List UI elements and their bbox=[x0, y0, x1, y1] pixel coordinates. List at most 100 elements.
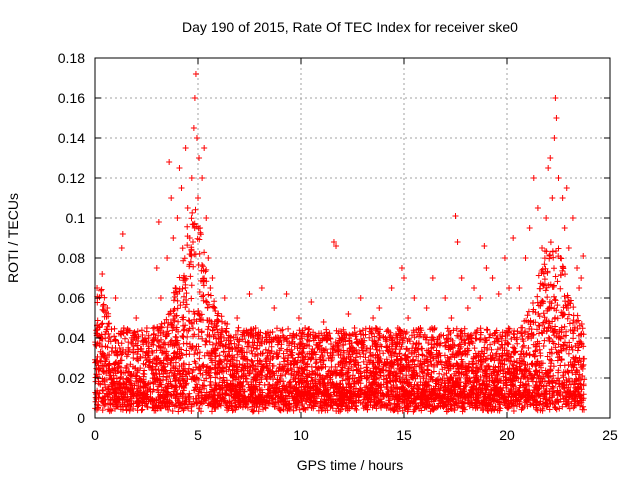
data-point bbox=[143, 395, 150, 401]
axis-ticks: 0 0.02 0.04 0.06 0.08 0.1 0.12 0.14 0.16 0.18 0 5 10… bbox=[58, 50, 618, 443]
data-point bbox=[137, 355, 144, 361]
data-point bbox=[190, 125, 197, 131]
y-tick-label: 0 bbox=[77, 410, 85, 426]
data-point bbox=[489, 275, 496, 281]
data-point bbox=[112, 295, 119, 301]
data-point bbox=[201, 145, 208, 151]
data-point bbox=[118, 245, 125, 251]
data-point bbox=[302, 325, 309, 331]
data-point bbox=[176, 165, 183, 171]
data-point bbox=[330, 239, 337, 245]
data-point bbox=[221, 295, 228, 301]
data-point bbox=[563, 185, 570, 191]
data-point bbox=[417, 325, 424, 331]
data-point bbox=[580, 253, 587, 259]
data-point bbox=[483, 265, 490, 271]
data-point bbox=[277, 335, 284, 341]
data-point bbox=[164, 255, 171, 261]
data-point bbox=[429, 275, 436, 281]
data-point bbox=[534, 205, 541, 211]
data-point bbox=[172, 285, 179, 291]
data-point bbox=[182, 145, 189, 151]
x-axis-label: GPS time / hours bbox=[297, 457, 404, 473]
data-point bbox=[401, 275, 407, 281]
y-tick-label: 0.08 bbox=[58, 250, 85, 266]
data-point bbox=[271, 305, 278, 311]
data-point bbox=[551, 135, 558, 141]
data-point bbox=[314, 345, 321, 351]
data-point bbox=[193, 135, 200, 141]
data-point bbox=[227, 345, 234, 351]
data-point bbox=[93, 391, 100, 397]
data-point bbox=[471, 285, 478, 291]
data-cloud bbox=[92, 206, 588, 415]
data-point bbox=[209, 275, 216, 281]
x-tick-label: 20 bbox=[499, 427, 515, 443]
data-point bbox=[246, 291, 253, 297]
data-point bbox=[203, 215, 210, 221]
data-point bbox=[119, 231, 126, 237]
data-point bbox=[530, 175, 537, 181]
y-tick-label: 0.18 bbox=[58, 50, 85, 66]
data-point bbox=[116, 345, 123, 351]
data-point bbox=[442, 295, 449, 301]
data-point bbox=[510, 235, 517, 241]
data-point bbox=[382, 335, 389, 341]
data-point bbox=[477, 295, 484, 301]
data-point bbox=[191, 95, 198, 101]
data-point bbox=[155, 219, 162, 225]
data-point bbox=[398, 265, 405, 271]
data-point bbox=[545, 165, 552, 171]
data-point bbox=[543, 215, 550, 221]
data-point bbox=[495, 291, 502, 297]
data-point bbox=[195, 195, 201, 201]
data-point bbox=[320, 319, 327, 325]
data-point bbox=[157, 295, 164, 301]
data-point bbox=[326, 335, 333, 341]
x-tick-label: 10 bbox=[293, 427, 309, 443]
data-point bbox=[481, 243, 488, 249]
data-point bbox=[211, 305, 218, 311]
data-point bbox=[295, 315, 302, 321]
data-point bbox=[186, 235, 193, 241]
data-point bbox=[452, 213, 459, 219]
data-point bbox=[174, 215, 181, 221]
data-point bbox=[569, 215, 576, 221]
data-point bbox=[458, 275, 465, 281]
data-point bbox=[283, 291, 290, 297]
data-point bbox=[576, 285, 583, 291]
data-point bbox=[197, 225, 204, 231]
data-point bbox=[526, 225, 533, 231]
data-point bbox=[168, 195, 175, 201]
x-tick-label: 15 bbox=[396, 427, 412, 443]
data-point bbox=[265, 365, 272, 371]
data-point bbox=[376, 305, 383, 311]
data-point bbox=[394, 325, 401, 331]
data-point bbox=[345, 311, 352, 317]
data-point bbox=[153, 265, 160, 271]
x-tick-label: 25 bbox=[602, 427, 618, 443]
data-point bbox=[436, 335, 443, 341]
y-tick-label: 0.14 bbox=[58, 130, 85, 146]
x-tick-label: 0 bbox=[91, 427, 99, 443]
data-point bbox=[120, 325, 127, 331]
data-point bbox=[149, 365, 156, 371]
data-point bbox=[363, 345, 370, 351]
data-point bbox=[351, 325, 358, 331]
data-point bbox=[501, 255, 508, 261]
data-point bbox=[411, 295, 418, 301]
x-tick-label: 5 bbox=[194, 427, 202, 443]
data-point bbox=[104, 305, 111, 311]
data-point bbox=[184, 205, 191, 211]
data-point bbox=[102, 355, 109, 361]
data-point bbox=[547, 155, 554, 161]
y-tick-label: 0.16 bbox=[58, 90, 85, 106]
y-tick-label: 0.02 bbox=[58, 370, 85, 386]
data-point bbox=[289, 355, 296, 361]
data-point bbox=[205, 255, 212, 261]
data-point bbox=[561, 225, 568, 231]
data-point bbox=[555, 175, 562, 181]
data-point bbox=[96, 365, 103, 371]
data-point bbox=[557, 255, 564, 261]
